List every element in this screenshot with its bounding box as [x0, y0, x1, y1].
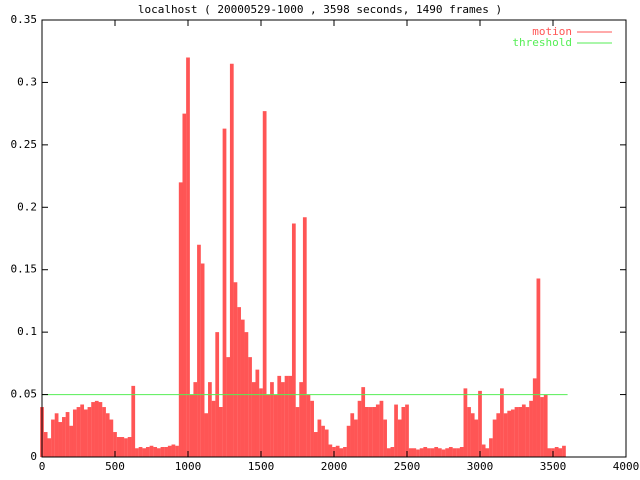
y-tick-label: 0.35 [11, 13, 38, 26]
y-tick-label: 0.3 [17, 75, 37, 88]
x-tick-label: 3500 [540, 460, 567, 473]
x-tick-label: 1500 [248, 460, 275, 473]
y-tick-label: 0.2 [17, 200, 37, 213]
x-tick-label: 4000 [613, 460, 640, 473]
y-tick-label: 0.15 [11, 263, 38, 276]
chart-title: localhost ( 20000529-1000 , 3598 seconds… [138, 3, 502, 16]
x-tick-label: 2500 [394, 460, 421, 473]
y-tick-label: 0.1 [17, 325, 37, 338]
x-tick-label: 3000 [467, 460, 494, 473]
y-tick-label: 0.25 [11, 138, 38, 151]
x-tick-label: 1000 [175, 460, 202, 473]
y-tick-label: 0 [30, 450, 37, 463]
legend-label: motion [532, 25, 572, 38]
legend-label: threshold [512, 36, 572, 49]
x-tick-label: 2000 [321, 460, 348, 473]
x-tick-label: 500 [105, 460, 125, 473]
x-tick-label: 0 [39, 460, 46, 473]
y-tick-label: 0.05 [11, 388, 38, 401]
